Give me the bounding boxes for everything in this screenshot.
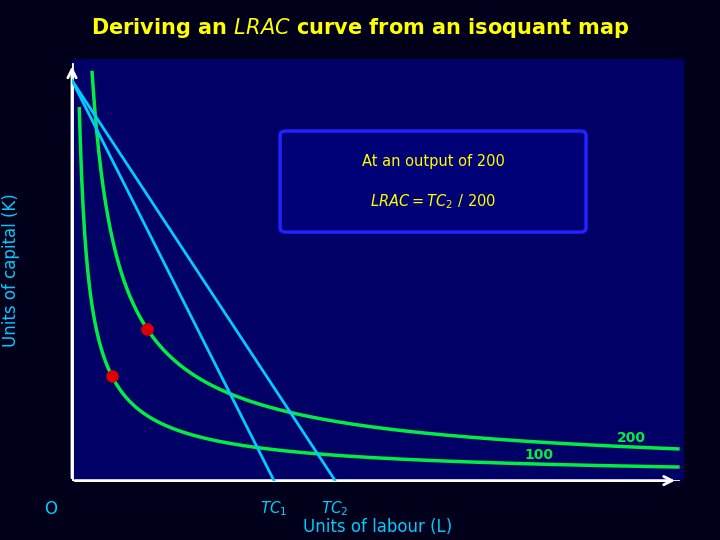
Text: $LRAC = TC_2\ /\ 200$: $LRAC = TC_2\ /\ 200$ — [370, 193, 496, 211]
Text: Deriving an $\it{LRAC}$ curve from an isoquant map: Deriving an $\it{LRAC}$ curve from an is… — [91, 16, 629, 40]
FancyBboxPatch shape — [280, 131, 586, 232]
Text: Units of capital (K): Units of capital (K) — [1, 193, 20, 347]
Text: $TC_1$: $TC_1$ — [260, 500, 288, 518]
Text: 200: 200 — [616, 431, 646, 445]
Text: At an output of 200: At an output of 200 — [361, 154, 505, 168]
Text: 100: 100 — [525, 448, 554, 462]
Text: O: O — [44, 500, 57, 517]
Text: Units of labour (L): Units of labour (L) — [303, 518, 453, 536]
Text: $TC_2$: $TC_2$ — [321, 500, 349, 518]
